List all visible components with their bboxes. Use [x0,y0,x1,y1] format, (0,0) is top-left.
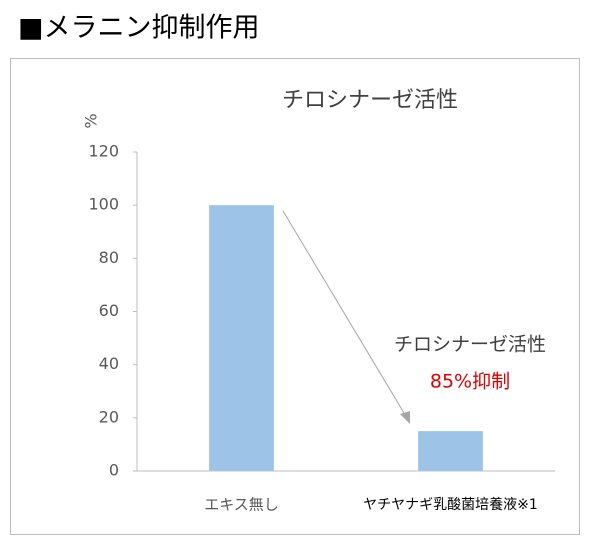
x-tick-label: ヤチヤナギ乳酸菌培養液※1 [363,496,538,513]
x-tick-label: エキス無し [204,496,279,514]
heading: ■メラニン抑制作用 [18,13,260,44]
arrow-head [400,411,410,424]
y-tick-label: 0 [109,461,119,480]
annotation: チロシナーゼ活性 [394,334,546,356]
chart-frame [10,58,580,535]
arrow [282,210,408,419]
y-tick-label: 120 [88,142,119,161]
chart-title: チロシナーゼ活性 [282,88,458,113]
annotation: 85%抑制 [430,371,510,393]
y-tick-label: 20 [99,407,119,426]
y-tick-label: 60 [99,301,119,320]
y-tick-label: 100 [88,195,119,214]
y-tick-label: 40 [99,354,119,373]
y-axis-label: % [82,113,101,128]
y-tick-label: 80 [99,248,119,267]
bar [209,205,274,471]
bar [418,431,483,471]
